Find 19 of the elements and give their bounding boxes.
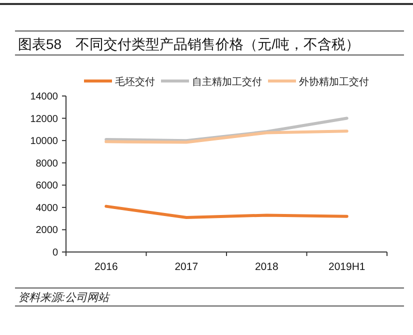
x-tick-label: 2019H1 — [328, 261, 366, 273]
x-tick-label: 2017 — [174, 261, 198, 273]
x-tick-label: 2016 — [94, 261, 118, 273]
y-tick-label: 10000 — [30, 136, 58, 148]
x-tick-label: 2018 — [254, 261, 278, 273]
text: 资料来源:公司网站 — [18, 291, 112, 304]
y-tick-label: 0 — [52, 248, 58, 258]
legend-label: 外协精加工交付 — [299, 76, 369, 88]
chart-title: 图表58 不同交付类型产品销售价格（元/吨，不含税） — [18, 36, 360, 52]
y-tick-label: 6000 — [36, 180, 58, 192]
y-tick-label: 4000 — [36, 202, 58, 214]
line-series — [104, 130, 348, 144]
legend-label: 毛坯交付 — [115, 76, 155, 88]
y-tick-label: 8000 — [36, 158, 58, 170]
y-tick-label: 14000 — [30, 92, 58, 102]
y-tick-label: 2000 — [36, 225, 58, 236]
legend-label: 自主精加工交付 — [192, 76, 262, 88]
y-tick-label: 12000 — [30, 114, 58, 125]
line-series — [104, 204, 348, 219]
